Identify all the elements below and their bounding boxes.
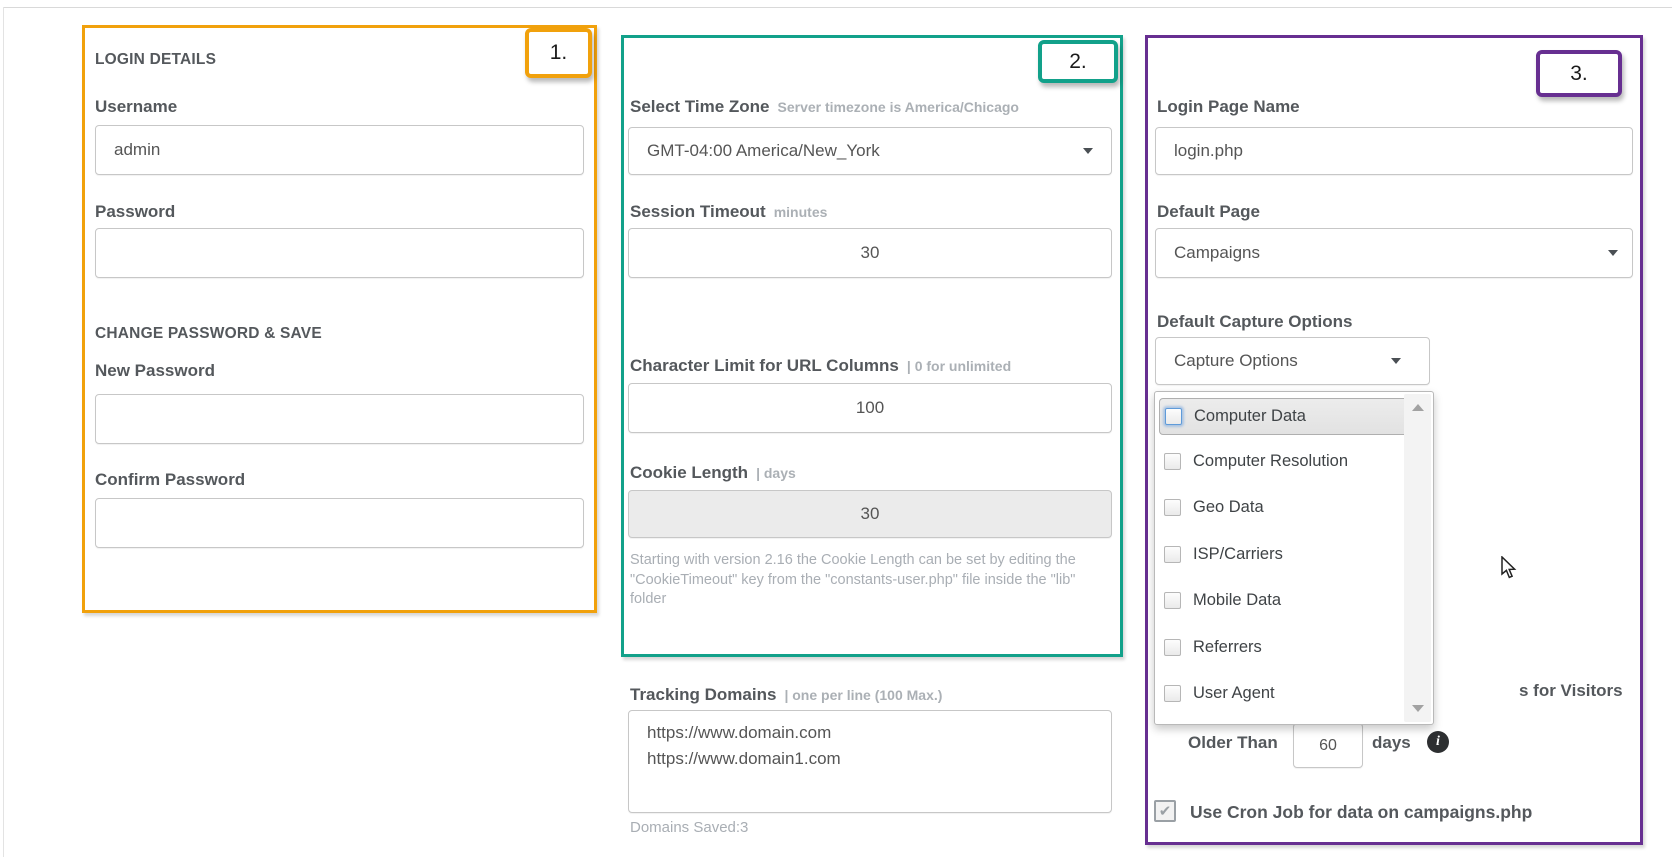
default-page-select-value: Campaigns [1174, 243, 1260, 262]
capture-option-label: User Agent [1193, 684, 1275, 703]
capture-options-button-label: Capture Options [1174, 351, 1298, 370]
cookie-length-hint: | days [756, 465, 796, 481]
cron-label: Use Cron Job for data on campaigns.php [1190, 802, 1533, 822]
new-password-label: New Password [95, 361, 215, 380]
char-limit-input[interactable] [628, 383, 1112, 433]
checkbox-icon[interactable] [1164, 638, 1181, 656]
chevron-down-icon [1608, 250, 1618, 256]
username-label: Username [95, 97, 178, 116]
general-settings-section [621, 35, 1123, 657]
chevron-down-icon [1083, 148, 1093, 154]
confirm-password-label: Confirm Password [95, 470, 246, 489]
session-timeout-hint: minutes [773, 204, 828, 220]
login-details-section [82, 25, 597, 613]
info-icon[interactable]: i [1427, 731, 1449, 753]
capture-option-label: Mobile Data [1193, 591, 1282, 610]
visitors-label-partial: s for Visitors [1519, 681, 1623, 700]
capture-option-label: Computer Resolution [1193, 451, 1348, 470]
char-limit-hint: | 0 for unlimited [906, 358, 1012, 374]
capture-option-label: ISP/Carriers [1193, 544, 1283, 563]
capture-option-row[interactable]: User Agent [1156, 671, 1402, 718]
capture-option-label: Computer Data [1194, 407, 1306, 425]
timezone-select-value: GMT-04:00 America/New_York [647, 141, 880, 160]
session-timeout-label: Session Timeout [630, 202, 766, 221]
checkbox-icon[interactable] [1165, 408, 1182, 425]
chevron-down-icon [1391, 358, 1401, 364]
checkbox-icon[interactable] [1164, 452, 1181, 470]
cookie-length-note: Starting with version 2.16 the Cookie Le… [630, 552, 1076, 608]
capture-option-label: Geo Data [1193, 498, 1264, 517]
panel-border-top [3, 7, 1672, 8]
page-settings-section [1145, 35, 1643, 845]
login-details-title: LOGIN DETAILS [95, 51, 217, 68]
step-badge-1: 1. [525, 28, 592, 78]
step-badge-1-label: 1. [549, 41, 568, 64]
capture-option-row[interactable]: ISP/Carriers [1156, 531, 1402, 578]
dropdown-scrollbar[interactable] [1404, 394, 1431, 722]
scroll-up-icon[interactable] [1411, 404, 1424, 411]
capture-option-row[interactable]: Computer Data [1159, 398, 1408, 435]
tracking-domains-hint: | one per line (100 Max.) [784, 687, 943, 703]
timezone-select[interactable]: GMT-04:00 America/New_York [628, 127, 1112, 175]
capture-option-row[interactable]: Computer Resolution [1156, 438, 1402, 485]
capture-options-label: Default Capture Options [1157, 312, 1353, 331]
step-badge-2-label: 2. [1069, 49, 1087, 73]
login-page-name-label: Login Page Name [1157, 97, 1300, 116]
default-page-label: Default Page [1157, 202, 1260, 221]
scroll-down-icon[interactable] [1411, 705, 1424, 712]
username-input[interactable] [95, 125, 584, 175]
capture-option-row[interactable]: Geo Data [1156, 485, 1402, 532]
panel-border-left [3, 7, 4, 857]
tracking-domains-label: Tracking Domains [630, 685, 777, 704]
mouse-cursor-icon [1500, 555, 1520, 585]
capture-options-dropdown: Computer Data Computer Resolution Geo Da… [1154, 391, 1434, 725]
domains-saved-note: Domains Saved:3 [630, 819, 749, 836]
capture-option-row[interactable]: Referrers [1156, 624, 1402, 671]
password-label: Password [95, 202, 176, 221]
timezone-hint: Server timezone is America/Chicago [777, 99, 1019, 115]
cookie-length-label: Cookie Length [630, 463, 749, 482]
login-page-name-input[interactable] [1155, 127, 1633, 175]
capture-options-list: Computer Data Computer Resolution Geo Da… [1156, 393, 1408, 723]
checkbox-icon[interactable] [1164, 685, 1181, 703]
confirm-password-input[interactable] [95, 498, 584, 548]
checkbox-icon[interactable] [1164, 592, 1181, 610]
older-than-unit-label: days [1372, 733, 1411, 752]
tracking-domains-textarea[interactable]: https://www.domain.com https://www.domai… [628, 710, 1112, 813]
session-timeout-input[interactable] [628, 228, 1112, 278]
checkbox-icon[interactable] [1164, 499, 1181, 517]
capture-option-label: Referrers [1193, 637, 1262, 656]
password-input[interactable] [95, 228, 584, 278]
capture-option-row[interactable]: Mobile Data [1156, 578, 1402, 625]
capture-options-button[interactable]: Capture Options [1155, 337, 1430, 385]
checkbox-icon[interactable] [1164, 545, 1181, 563]
cookie-length-input [628, 490, 1112, 538]
older-than-label: Older Than [1188, 733, 1278, 752]
default-page-select[interactable]: Campaigns [1155, 228, 1633, 278]
char-limit-label: Character Limit for URL Columns [630, 356, 899, 375]
timezone-label: Select Time Zone [630, 97, 770, 116]
info-icon-glyph: i [1436, 734, 1440, 749]
change-password-title: CHANGE PASSWORD & SAVE [95, 325, 322, 342]
step-badge-3: 3. [1536, 50, 1622, 97]
step-badge-3-label: 3. [1570, 61, 1588, 85]
new-password-input[interactable] [95, 394, 584, 444]
step-badge-2: 2. [1038, 40, 1118, 83]
check-icon: ✔ [1158, 803, 1172, 820]
cron-checkbox[interactable]: ✔ [1154, 800, 1176, 822]
older-than-days-input[interactable] [1293, 723, 1363, 768]
